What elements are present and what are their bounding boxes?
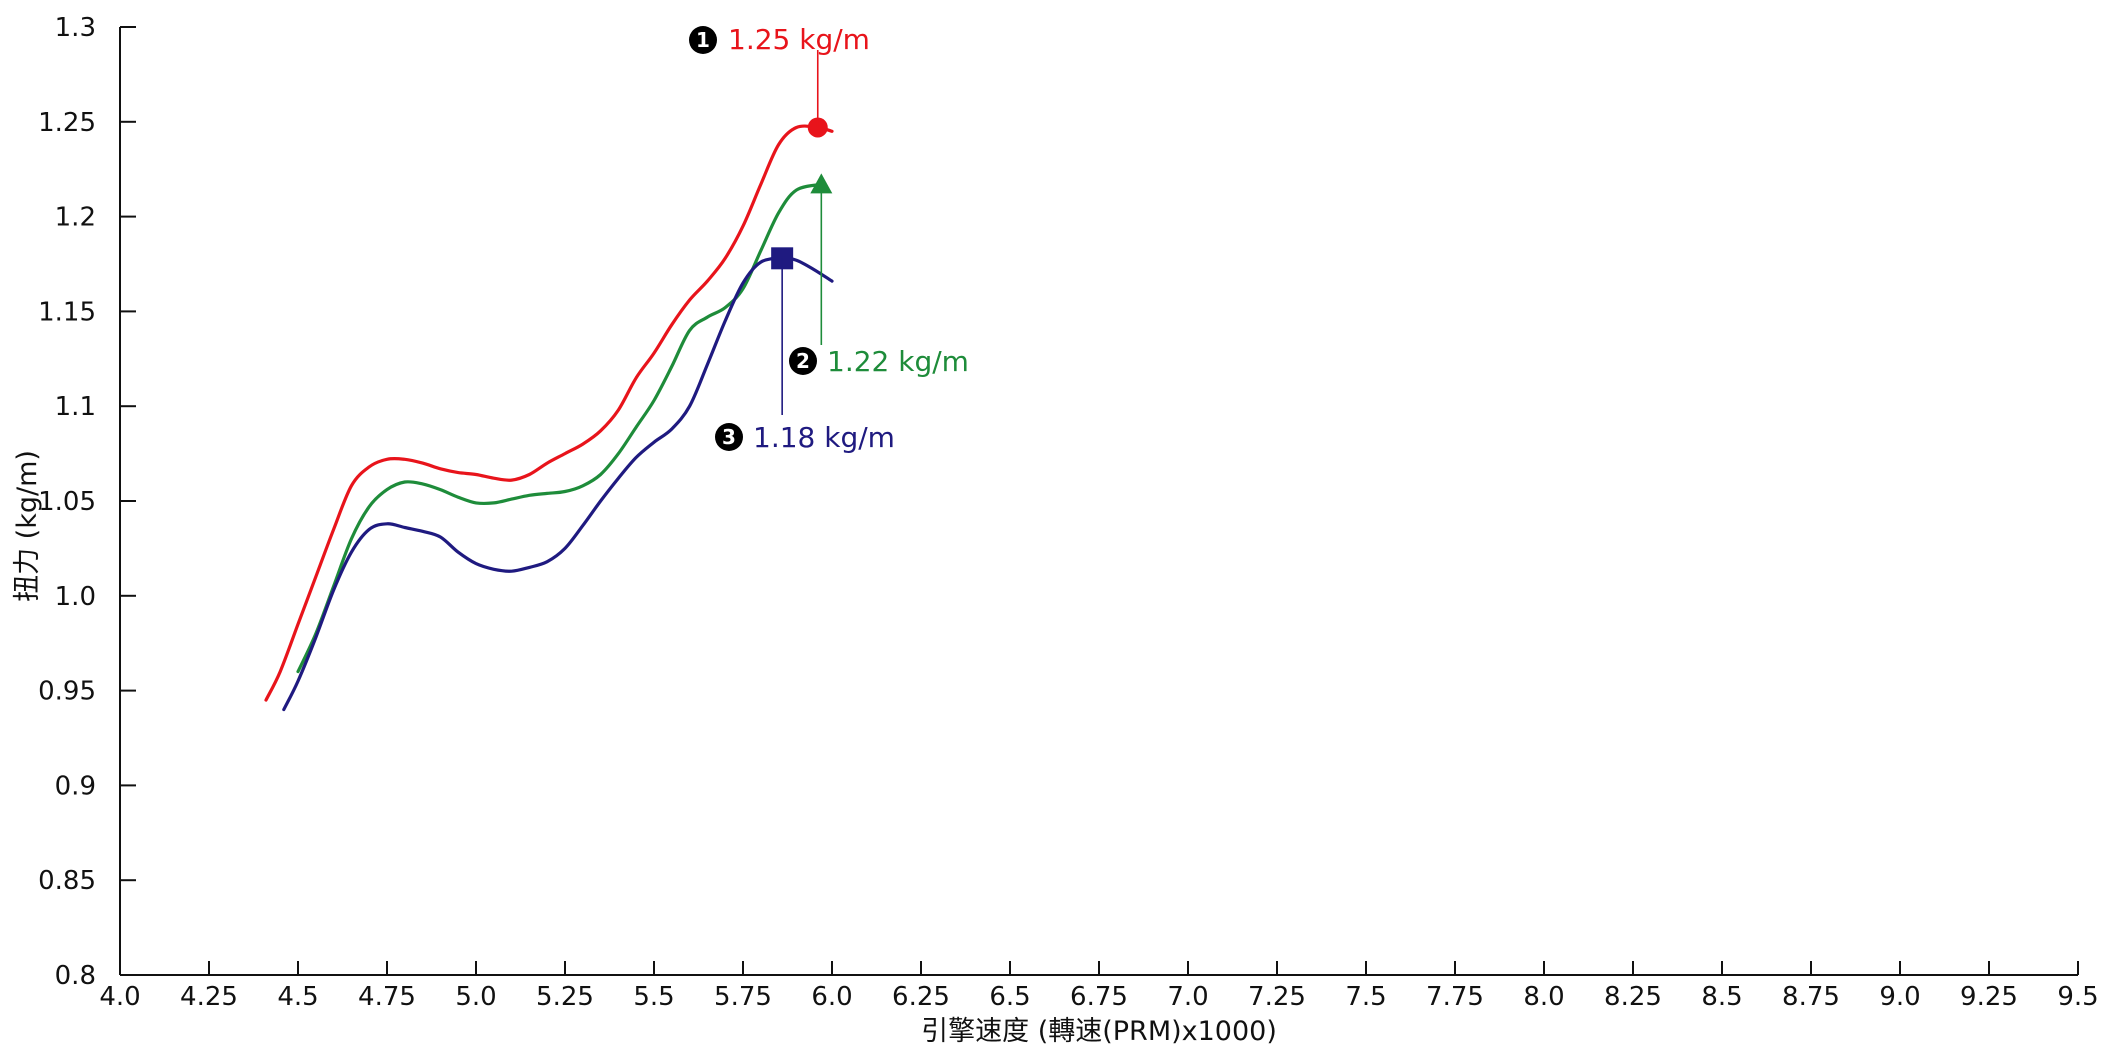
series-3-peak-label: 1.18 kg/m: [753, 421, 895, 454]
series-1-peak-label: 1.25 kg/m: [728, 23, 870, 56]
series-2-peak-marker: [810, 173, 833, 194]
y-tick-label: 1.1: [55, 392, 96, 422]
x-tick-label: 8.5: [1701, 982, 1742, 1012]
x-tick-label: 4.75: [358, 982, 416, 1012]
x-tick-label: 5.25: [536, 982, 594, 1012]
series-2-badge-number: 2: [796, 349, 810, 373]
x-tick-label: 7.0: [1167, 982, 1208, 1012]
x-tick-label: 4.0: [99, 982, 140, 1012]
x-tick-label: 5.0: [455, 982, 496, 1012]
x-tick-label: 9.25: [1960, 982, 2018, 1012]
x-tick-label: 8.0: [1523, 982, 1564, 1012]
y-tick-label: 1.3: [55, 13, 96, 43]
series-1-peak-marker: [807, 117, 828, 138]
y-tick-label: 1.05: [38, 487, 96, 517]
x-tick-label: 8.25: [1604, 982, 1662, 1012]
series-group: [264, 117, 834, 712]
y-tick-label: 0.95: [38, 677, 96, 707]
y-tick-label: 1.0: [55, 582, 96, 612]
y-tick-label: 1.25: [38, 108, 96, 138]
series-1-badge-number: 1: [696, 28, 710, 52]
y-tick-label: 0.9: [55, 771, 96, 801]
x-tick-label: 4.5: [277, 982, 318, 1012]
x-tick-label: 5.5: [633, 982, 674, 1012]
x-tick-label: 6.5: [989, 982, 1030, 1012]
series-2-badge: [789, 347, 817, 375]
x-tick-label: 7.25: [1248, 982, 1306, 1012]
series-2-line: [296, 182, 823, 674]
annotations: 1 1.25 kg/m 2 1.22 kg/m 3 1.18 kg/m: [689, 23, 969, 454]
series-2-peak-label: 1.22 kg/m: [827, 345, 969, 378]
x-tick-label: 8.75: [1782, 982, 1840, 1012]
x-tick-label: 6.75: [1070, 982, 1128, 1012]
y-tick-label: 0.8: [55, 961, 96, 991]
y-tick-label: 1.15: [38, 297, 96, 327]
x-tick-label: 9.5: [2057, 982, 2098, 1012]
series-1-badge: [689, 26, 717, 54]
series-3-badge-number: 3: [722, 425, 736, 449]
y-tick-label: 0.85: [38, 866, 96, 896]
series-1-line: [264, 124, 834, 702]
x-axis-label: 引擎速度 (轉速(PRM)x1000): [921, 1016, 1277, 1045]
series-3-line: [282, 256, 834, 712]
x-tick-label: 4.25: [180, 982, 238, 1012]
x-tick-label: 6.0: [811, 982, 852, 1012]
y-axis-label: 扭力 (kg/m): [12, 450, 43, 602]
axes: [119, 27, 2078, 976]
x-tick-label: 7.5: [1345, 982, 1386, 1012]
x-tick-label: 7.75: [1426, 982, 1484, 1012]
x-tick-label: 9.0: [1879, 982, 1920, 1012]
y-tick-label: 1.2: [55, 203, 96, 233]
series-3-badge: [715, 423, 743, 451]
tick-marks: 4.0 4.25 4.5 4.75 5.0 5.25 5.5 5.75 6.0 6.25 6.5 6.…: [38, 13, 2099, 1012]
x-tick-label: 5.75: [714, 982, 772, 1012]
x-tick-label: 6.25: [892, 982, 950, 1012]
